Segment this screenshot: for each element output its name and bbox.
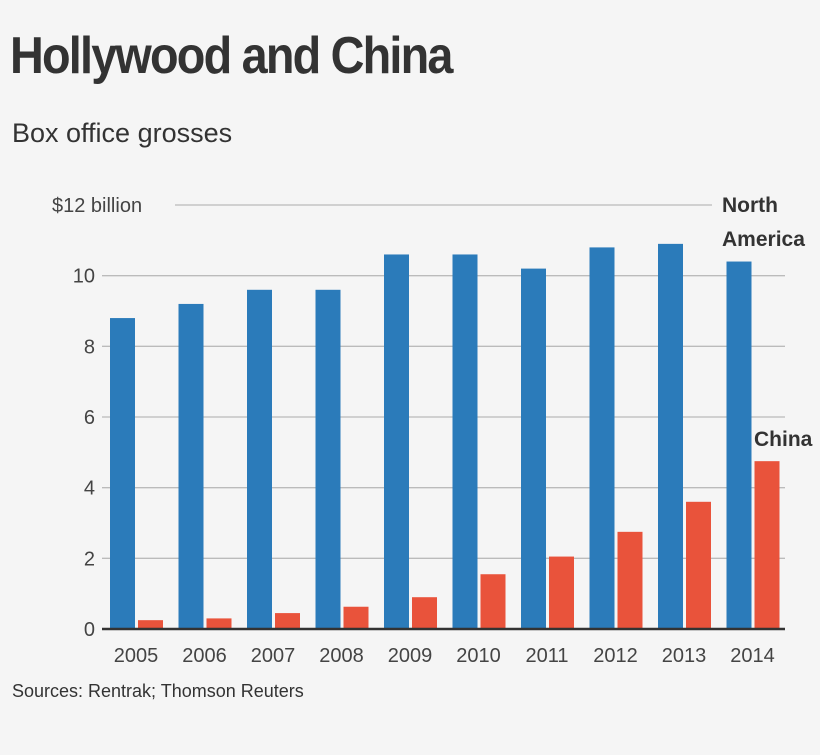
y-tick-label: 8 — [84, 336, 95, 358]
bar-north-america-2005 — [110, 318, 135, 629]
x-tick-label: 2013 — [662, 645, 707, 667]
bar-north-america-2014 — [726, 261, 752, 629]
x-tick-label: 2008 — [319, 645, 364, 667]
bar-china-2014 — [754, 461, 780, 629]
chart-title: Hollywood and China — [10, 27, 453, 85]
bar-china-2006 — [206, 618, 232, 629]
y-tick-label: 0 — [84, 619, 95, 641]
bar-china-2005 — [138, 620, 163, 629]
y-tick-label: 6 — [84, 407, 95, 429]
bar-china-2012 — [617, 531, 643, 629]
bar-north-america-2007 — [247, 289, 272, 629]
x-tick-label: 2011 — [525, 645, 568, 667]
bar-china-2008 — [343, 606, 369, 629]
x-tick-label: 2009 — [388, 645, 433, 667]
x-tick-label: 2007 — [251, 645, 296, 667]
bar-north-america-2009 — [384, 254, 409, 629]
bar-china-2010 — [480, 574, 506, 629]
bars — [110, 243, 780, 629]
x-tick-label: 2006 — [182, 645, 227, 667]
y-tick-label: $12 billion — [52, 195, 142, 217]
series-label-north-america: North — [722, 194, 778, 217]
x-tick-label: 2014 — [730, 645, 775, 667]
x-tick-label: 2010 — [456, 645, 501, 667]
series-label-china: China — [754, 428, 813, 451]
bar-north-america-2013 — [658, 243, 683, 629]
x-tick-label: 2005 — [114, 645, 159, 667]
labels: 0 2 4 6 8 10 $12 billion 2005 2006 2007 2008 2009 20… — [52, 194, 813, 667]
bar-china-2009 — [412, 597, 437, 629]
bar-china-2011 — [549, 556, 574, 629]
y-tick-label: 4 — [84, 478, 95, 500]
y-tick-label: 2 — [84, 548, 95, 570]
bar-north-america-2006 — [178, 303, 204, 629]
chart-subtitle: Box office grosses — [12, 118, 233, 148]
bar-north-america-2011 — [521, 268, 546, 629]
x-tick-label: 2012 — [593, 645, 638, 667]
bar-north-america-2008 — [315, 289, 341, 629]
bar-north-america-2010 — [452, 254, 478, 629]
series-label-north-america: America — [722, 228, 805, 251]
bar-north-america-2012 — [589, 247, 615, 629]
bar-china-2007 — [275, 613, 300, 629]
bar-china-2013 — [686, 501, 711, 629]
source-note: Sources: Rentrak; Thomson Reuters — [12, 681, 304, 701]
y-tick-label: 10 — [73, 266, 95, 288]
